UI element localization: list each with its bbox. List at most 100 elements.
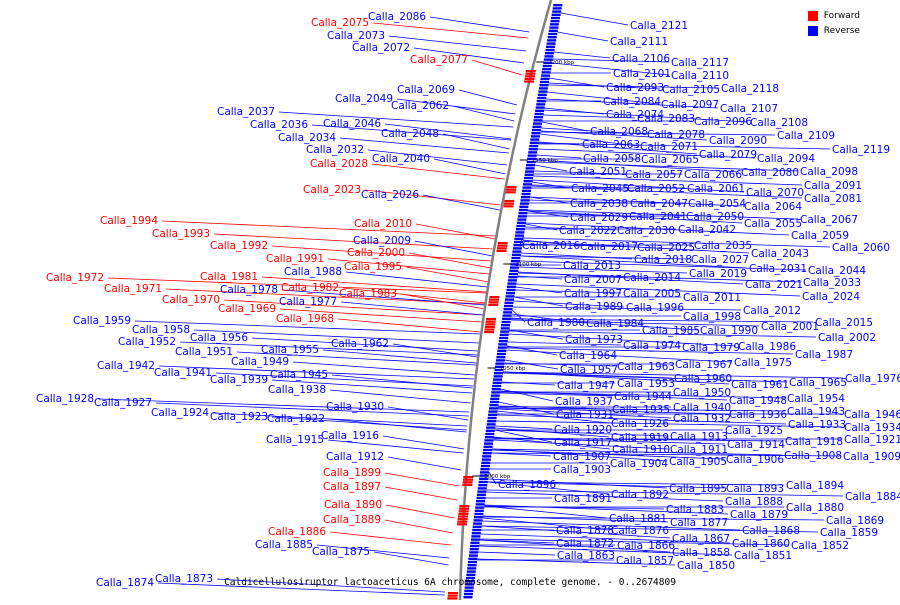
reverse-gene-feature	[484, 439, 493, 441]
gene-label: Calla_2033	[803, 277, 861, 289]
gene-label: Calla_1897	[323, 481, 381, 493]
reverse-gene-feature	[540, 81, 549, 83]
reverse-gene-feature	[507, 289, 516, 291]
gene-label: Calla_2017	[580, 241, 638, 253]
reverse-gene-feature	[521, 199, 530, 201]
gene-label: Calla_1863	[557, 550, 615, 562]
reverse-gene-feature	[481, 465, 490, 467]
gene-label: Calla_1983	[339, 288, 397, 300]
reverse-gene-feature	[488, 414, 497, 416]
reverse-gene-feature	[521, 196, 530, 198]
reverse-gene-feature	[473, 522, 482, 524]
gene-label: Calla_2061	[687, 183, 745, 195]
forward-gene-feature	[489, 299, 499, 301]
reverse-gene-feature	[503, 314, 512, 316]
reverse-swatch	[808, 26, 818, 36]
reverse-gene-feature	[464, 593, 473, 595]
gene-label: Calla_1918	[785, 436, 843, 448]
gene-label: Calla_2086	[368, 11, 426, 23]
gene-label: Calla_1885	[255, 539, 313, 551]
gene-label: Calla_2028	[310, 158, 368, 170]
gene-label: Calla_1957	[560, 364, 618, 376]
gene-label: Calla_1869	[826, 515, 884, 527]
gene-label: Calla_1852	[791, 540, 849, 552]
forward-gene-feature	[489, 301, 499, 303]
gene-label: Calla_1923	[210, 411, 268, 423]
reverse-gene-feature	[500, 330, 509, 332]
gene-label: Calla_1997	[564, 288, 622, 300]
gene-label: Calla_1890	[324, 499, 382, 511]
gene-label: Calla_2011	[683, 292, 741, 304]
gene-label: Calla_1987	[795, 349, 853, 361]
gene-label: Calla_1981	[200, 271, 258, 283]
gene-label: Calla_2052	[627, 183, 685, 195]
gene-label: Calla_2091	[804, 180, 862, 192]
reverse-gene-feature	[509, 273, 518, 275]
gene-label: Calla_1982	[281, 282, 339, 294]
reverse-gene-feature	[547, 42, 556, 44]
gene-label: Calla_2071	[640, 141, 698, 153]
reverse-gene-feature	[544, 55, 553, 57]
gene-label: Calla_2034	[278, 132, 336, 144]
reverse-gene-feature	[504, 305, 513, 307]
gene-label: Calla_2060	[832, 242, 890, 254]
gene-label: Calla_1893	[726, 483, 784, 495]
reverse-gene-feature	[519, 209, 528, 211]
gene-label: Calla_2029	[570, 212, 628, 224]
reverse-gene-feature	[550, 23, 559, 25]
gene-callout-line	[443, 134, 510, 149]
reverse-gene-feature	[485, 436, 494, 438]
gene-label: Calla_1939	[210, 374, 268, 386]
reverse-gene-feature	[506, 295, 515, 297]
reverse-gene-feature	[468, 561, 477, 563]
reverse-gene-feature	[494, 375, 503, 377]
gene-label: Calla_2027	[691, 254, 749, 266]
gene-callout-line	[338, 319, 481, 332]
reverse-gene-feature	[523, 183, 532, 185]
reverse-gene-feature	[489, 407, 498, 409]
gene-label: Calla_2021	[745, 279, 803, 291]
gene-label: Calla_2068	[590, 126, 648, 138]
gene-label: Calla_1877	[670, 517, 728, 529]
reverse-gene-feature	[477, 494, 486, 496]
forward-gene-feature	[485, 323, 495, 325]
gene-callout-line	[517, 276, 562, 279]
gene-callout-line	[501, 389, 553, 401]
reverse-gene-feature	[538, 94, 547, 96]
gene-label: Calla_2069	[397, 84, 455, 96]
reverse-gene-feature	[476, 503, 485, 505]
reverse-gene-feature	[505, 302, 514, 304]
reverse-gene-feature	[540, 84, 549, 86]
reverse-gene-feature	[469, 554, 478, 556]
reverse-gene-feature	[485, 433, 494, 435]
reverse-gene-feature	[504, 308, 513, 310]
gene-label: Calla_1955	[261, 344, 319, 356]
gene-label: Calla_2062	[391, 100, 449, 112]
gene-label: Calla_2097	[661, 99, 719, 111]
gene-label: Calla_1876	[611, 525, 669, 537]
gene-label: Calla_2078	[647, 129, 705, 141]
gene-label: Calla_2014	[623, 272, 681, 284]
gene-callout-line	[385, 487, 457, 500]
gene-label: Calla_2016	[522, 240, 580, 252]
gene-callout-line	[478, 552, 555, 555]
gene-label: Calla_2055	[744, 218, 802, 230]
forward-gene-feature	[524, 80, 534, 82]
reverse-gene-feature	[486, 426, 495, 428]
reverse-gene-feature	[513, 247, 522, 249]
gene-label: Calla_1881	[609, 513, 667, 525]
reverse-gene-feature	[552, 10, 561, 12]
gene-label: Calla_2010	[354, 218, 412, 230]
forward-gene-feature	[459, 505, 469, 507]
gene-label: Calla_2108	[750, 117, 808, 129]
gene-callout-line	[373, 23, 528, 38]
gene-label: Calla_1938	[268, 384, 326, 396]
gene-label: Calla_1998	[683, 311, 741, 323]
gene-label: Calla_2121	[630, 20, 688, 32]
forward-gene-feature	[458, 513, 468, 515]
gene-label: Calla_1935	[612, 404, 670, 416]
forward-swatch	[808, 11, 818, 21]
gene-label: Calla_2019	[689, 268, 747, 280]
forward-gene-feature	[459, 508, 469, 510]
reverse-gene-feature	[507, 282, 516, 284]
